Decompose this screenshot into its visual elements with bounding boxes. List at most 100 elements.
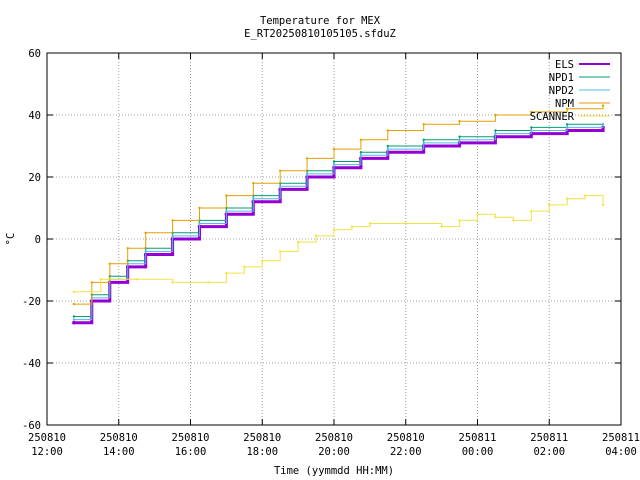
data-point-scanner xyxy=(135,278,138,281)
legend-label-scanner: SCANNER xyxy=(530,111,575,123)
data-point-npd2 xyxy=(198,222,201,225)
x-tick-date-label: 250810 xyxy=(172,432,210,444)
data-point-scanner xyxy=(350,225,354,228)
data-point-npm xyxy=(332,147,336,151)
y-tick-label: -60 xyxy=(22,420,41,432)
series-layer xyxy=(72,104,605,325)
legend-label-npd2: NPD2 xyxy=(549,85,574,97)
data-point-scanner xyxy=(72,290,76,293)
data-point-npm xyxy=(72,302,76,306)
data-point-npm xyxy=(225,194,228,197)
x-tick-time-label: 22:00 xyxy=(390,446,422,458)
data-point-scanner xyxy=(243,265,246,269)
data-point-npm xyxy=(108,262,111,265)
data-point-npd1 xyxy=(386,144,390,148)
data-point-scanner xyxy=(565,197,569,200)
data-point-scanner xyxy=(548,203,551,207)
x-tick-date-label: 250811 xyxy=(459,432,497,444)
x-tick-time-label: 00:00 xyxy=(462,446,494,458)
x-tick-time-label: 12:00 xyxy=(31,446,63,458)
data-point-scanner xyxy=(368,222,372,225)
data-point-npd2 xyxy=(72,318,76,321)
data-point-npm xyxy=(530,110,533,114)
data-point-npm xyxy=(278,169,282,172)
legend-label-npd1: NPD1 xyxy=(549,72,574,84)
data-point-npm xyxy=(126,247,129,250)
x-tick-date-label: 250810 xyxy=(100,432,138,444)
data-point-npd1 xyxy=(359,151,363,154)
x-tick-date-label: 250810 xyxy=(243,432,281,444)
series-line-npd2 xyxy=(73,124,604,321)
data-point-npm xyxy=(601,104,605,107)
data-point-npm xyxy=(198,206,201,210)
x-tick-date-label: 250811 xyxy=(602,432,640,444)
data-point-npm xyxy=(565,107,569,111)
data-point-npd1 xyxy=(72,315,76,318)
data-point-npd1 xyxy=(458,135,461,138)
y-tick-label: -20 xyxy=(22,296,41,308)
data-point-npd2 xyxy=(225,209,228,213)
x-tick-time-label: 16:00 xyxy=(175,446,207,458)
data-point-npd2 xyxy=(359,154,363,157)
x-tick-date-label: 250810 xyxy=(28,432,66,444)
data-point-npd1 xyxy=(530,126,533,129)
data-point-npd1 xyxy=(494,129,497,132)
data-point-scanner xyxy=(583,194,587,197)
data-point-scanner xyxy=(296,240,300,244)
data-point-npm xyxy=(252,182,255,185)
chart-title: Temperature for MEX xyxy=(260,15,381,27)
data-point-els xyxy=(72,320,76,325)
data-point-scanner xyxy=(171,281,174,284)
legend-label-npm: NPM xyxy=(555,98,574,110)
series-line-scanner xyxy=(73,195,604,293)
data-point-npd2 xyxy=(601,123,605,126)
axis-ticks: -60 -40 -20 0 20 40 60 250810 12:00 250810 14:00 25… xyxy=(22,48,640,458)
data-point-npd2 xyxy=(278,185,282,188)
data-point-npd2 xyxy=(305,172,309,176)
data-point-scanner xyxy=(207,281,210,284)
x-tick-date-label: 250810 xyxy=(387,432,425,444)
data-point-scanner xyxy=(476,213,479,216)
y-tick-label: 40 xyxy=(28,110,41,122)
y-tick-label: 60 xyxy=(28,48,41,60)
grid-lines xyxy=(47,53,621,425)
data-point-npd2 xyxy=(386,147,390,151)
data-point-npm xyxy=(494,113,497,117)
x-tick-time-label: 20:00 xyxy=(318,446,350,458)
x-tick-time-label: 02:00 xyxy=(533,446,565,458)
data-point-npd2 xyxy=(252,197,255,200)
x-tick-time-label: 04:00 xyxy=(605,446,637,458)
data-point-npm xyxy=(386,129,390,132)
data-point-scanner xyxy=(278,250,282,253)
y-tick-label: 20 xyxy=(28,172,41,184)
data-point-scanner xyxy=(404,222,407,225)
y-axis-label: °C xyxy=(5,233,17,246)
data-point-scanner xyxy=(314,234,318,238)
data-point-npd2 xyxy=(565,126,569,129)
x-axis-label: Time (yymmdd HH:MM) xyxy=(274,465,394,477)
data-point-npm xyxy=(171,219,174,222)
data-point-scanner xyxy=(530,209,533,213)
series-line-npd1 xyxy=(73,123,604,317)
data-point-scanner xyxy=(458,219,461,222)
data-point-scanner xyxy=(261,259,264,262)
y-tick-label: 0 xyxy=(35,234,41,246)
y-tick-label: -40 xyxy=(22,358,41,370)
data-point-npd2 xyxy=(171,234,174,238)
data-point-npd2 xyxy=(422,141,425,145)
data-point-scanner xyxy=(225,271,228,275)
series-line-npm xyxy=(73,105,604,305)
data-point-scanner xyxy=(494,216,497,219)
data-point-npd2 xyxy=(494,132,497,135)
x-tick-date-label: 250811 xyxy=(530,432,568,444)
data-point-npm xyxy=(305,157,309,160)
data-point-npd1 xyxy=(332,160,336,163)
series-line-els xyxy=(73,127,605,325)
data-point-scanner xyxy=(512,219,515,222)
data-point-npd2 xyxy=(458,138,461,141)
x-tick-time-label: 14:00 xyxy=(103,446,135,458)
data-point-npd1 xyxy=(422,138,425,141)
data-point-scanner xyxy=(440,225,443,228)
